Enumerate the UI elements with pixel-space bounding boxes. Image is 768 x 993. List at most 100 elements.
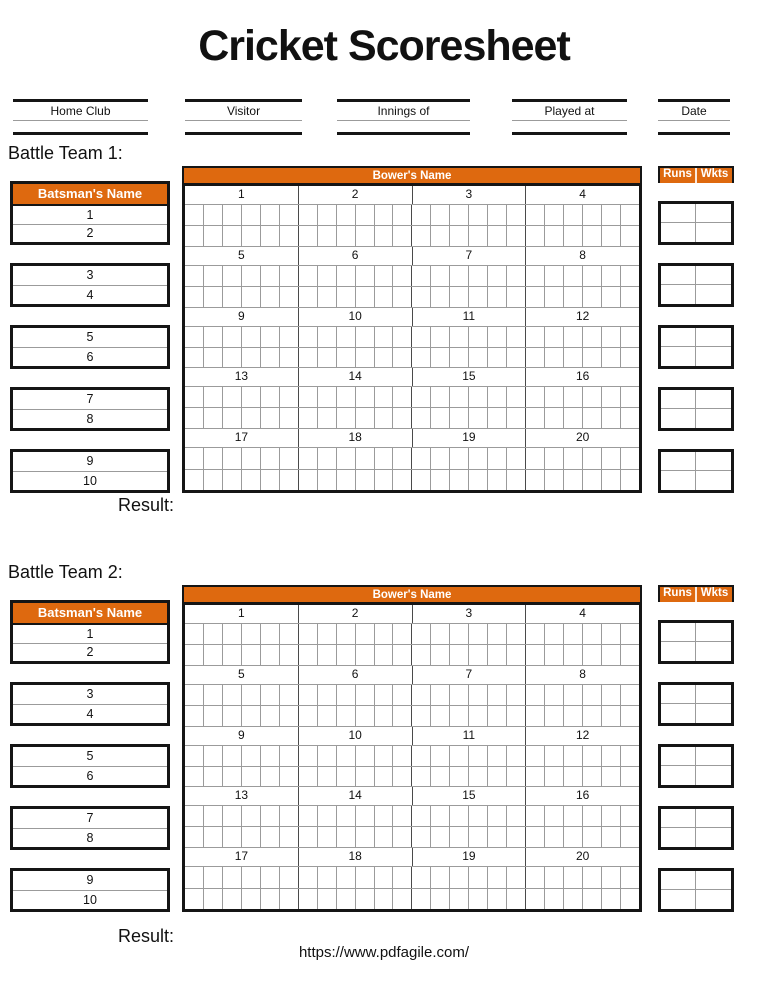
runs-wkts-header: Runs Wkts bbox=[658, 166, 734, 183]
ball-cell bbox=[412, 888, 432, 909]
ball-cell bbox=[261, 766, 280, 787]
wkts-cell bbox=[696, 266, 731, 285]
ball-cell bbox=[318, 265, 337, 286]
ball-cell bbox=[185, 684, 204, 705]
ball-cell bbox=[469, 265, 489, 286]
over-number: 17 bbox=[185, 429, 299, 448]
ball-cell bbox=[242, 827, 261, 848]
ball-cell bbox=[185, 827, 204, 848]
ball-cell bbox=[488, 745, 508, 766]
ball-cell bbox=[393, 448, 413, 469]
ball-cell bbox=[564, 265, 584, 286]
ball-cell bbox=[450, 205, 470, 225]
ball-cell bbox=[185, 347, 204, 368]
ball-cell bbox=[431, 705, 451, 726]
ball-cell-row bbox=[185, 286, 639, 308]
ball-cell bbox=[412, 624, 432, 644]
runs-wkts-column bbox=[658, 600, 734, 912]
ball-cell bbox=[261, 347, 280, 368]
ball-cell bbox=[545, 265, 565, 286]
ball-cell bbox=[299, 684, 318, 705]
footer-url-link[interactable]: https://www.pdfagile.com/ bbox=[298, 944, 470, 961]
ball-cell bbox=[507, 827, 527, 848]
ball-cell bbox=[583, 408, 602, 429]
ball-cell bbox=[488, 867, 508, 888]
ball-cell bbox=[602, 827, 621, 848]
ball-cell bbox=[507, 448, 527, 469]
ball-cell bbox=[412, 387, 432, 408]
ball-cell bbox=[526, 225, 546, 246]
batsman-row: 5 bbox=[86, 330, 94, 345]
ball-cell bbox=[431, 684, 451, 705]
ball-cell bbox=[507, 684, 527, 705]
ball-cell bbox=[526, 469, 546, 490]
ball-cell bbox=[526, 745, 546, 766]
ball-cell bbox=[602, 469, 621, 490]
wkts-cell bbox=[696, 347, 731, 366]
ball-cell bbox=[280, 705, 299, 726]
ball-cell-row bbox=[185, 448, 639, 470]
ball-cell bbox=[431, 806, 451, 827]
ball-cell bbox=[375, 745, 394, 766]
ball-cell bbox=[242, 387, 261, 408]
over-number-row: 9 10 11 12 bbox=[185, 726, 639, 746]
ball-cell bbox=[412, 644, 432, 665]
ball-cell bbox=[431, 408, 451, 429]
ball-cell bbox=[469, 326, 489, 347]
ball-cell bbox=[356, 705, 375, 726]
over-number: 18 bbox=[299, 848, 413, 867]
runs-cell bbox=[661, 347, 696, 366]
ball-cell bbox=[204, 644, 223, 665]
ball-cell bbox=[526, 888, 546, 909]
ball-cell bbox=[431, 469, 451, 490]
wkts-cell bbox=[696, 285, 731, 304]
ball-cell bbox=[337, 408, 356, 429]
ball-cell bbox=[621, 746, 639, 766]
ball-cell bbox=[242, 347, 261, 368]
ball-cell bbox=[526, 205, 546, 225]
ball-cell bbox=[545, 644, 565, 665]
ball-cell bbox=[337, 286, 356, 307]
ball-cell bbox=[337, 705, 356, 726]
ball-cell bbox=[507, 624, 527, 644]
ball-cell bbox=[242, 745, 261, 766]
ball-cell bbox=[299, 806, 318, 827]
ball-cell bbox=[431, 286, 451, 307]
ball-cell bbox=[450, 705, 470, 726]
ball-cell-row bbox=[185, 827, 639, 849]
ball-cell bbox=[299, 766, 318, 787]
ball-cell bbox=[526, 408, 546, 429]
ball-cell bbox=[431, 265, 451, 286]
field-innings-of: Innings of bbox=[337, 99, 470, 135]
ball-cell bbox=[621, 767, 639, 787]
ball-cell bbox=[431, 205, 451, 225]
ball-cell bbox=[185, 766, 204, 787]
over-number: 13 bbox=[185, 787, 299, 806]
ball-cell bbox=[583, 644, 602, 665]
over-number: 10 bbox=[299, 307, 413, 326]
ball-cell bbox=[545, 205, 565, 225]
over-row-block: 17 18 19 20 bbox=[185, 848, 639, 909]
ball-cell bbox=[507, 766, 527, 787]
field-label: Visitor bbox=[185, 102, 302, 121]
ball-cell bbox=[412, 225, 432, 246]
ball-cell bbox=[583, 347, 602, 368]
ball-cell bbox=[564, 867, 584, 888]
over-number: 2 bbox=[299, 186, 413, 204]
ball-cell bbox=[223, 387, 242, 408]
runs-cell bbox=[661, 828, 696, 847]
wkts-cell bbox=[696, 704, 731, 723]
ball-cell bbox=[602, 806, 621, 827]
ball-cell bbox=[242, 469, 261, 490]
ball-cell bbox=[375, 684, 394, 705]
ball-cell bbox=[469, 624, 489, 644]
ball-cell bbox=[602, 684, 621, 705]
wkts-header-label: Wkts bbox=[700, 168, 729, 180]
ball-cell bbox=[375, 326, 394, 347]
ball-cell bbox=[431, 766, 451, 787]
batsman-box: Batsman's Name 1 2 bbox=[10, 600, 170, 664]
ball-cell bbox=[204, 265, 223, 286]
ball-cell bbox=[356, 225, 375, 246]
ball-cell bbox=[261, 225, 280, 246]
